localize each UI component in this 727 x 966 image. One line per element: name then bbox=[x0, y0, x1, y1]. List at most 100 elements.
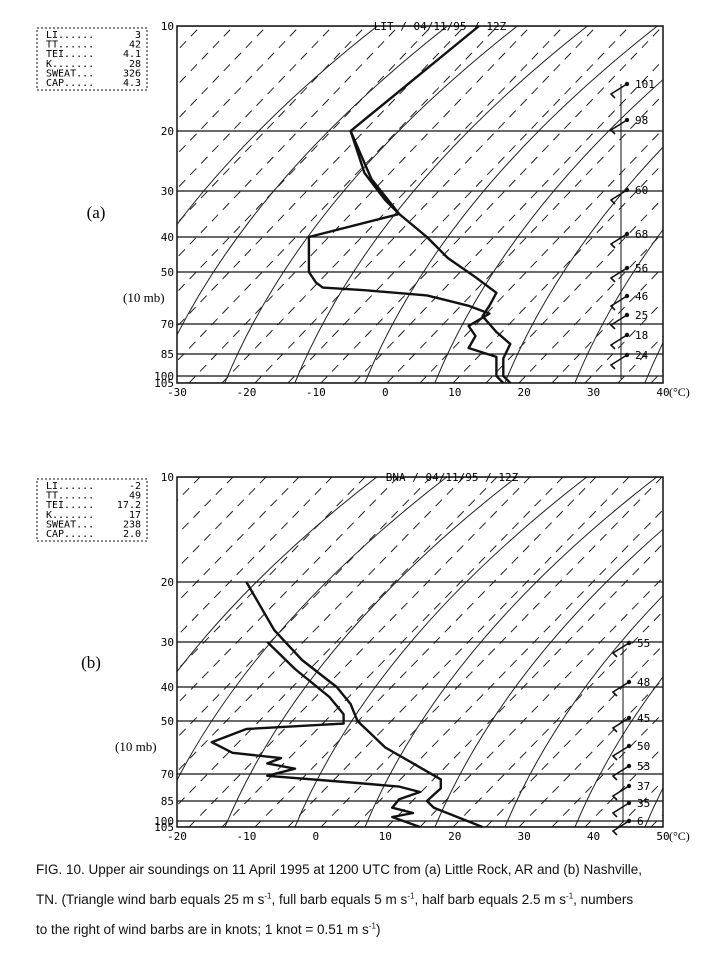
wind-barb-icon bbox=[611, 765, 630, 781]
index-value: 17.2 bbox=[117, 500, 141, 511]
index-value: 42 bbox=[129, 40, 141, 51]
isotherm-line bbox=[177, 477, 267, 570]
isotherm-line bbox=[177, 26, 334, 190]
temperature-tick-label: 20 bbox=[448, 830, 461, 843]
index-name: CAP..... bbox=[46, 529, 94, 540]
dry-adiabat-line bbox=[707, 447, 727, 847]
dry-adiabat-line bbox=[224, 477, 518, 827]
isotherm-line bbox=[287, 26, 631, 383]
temperature-tick-label: 40 bbox=[656, 386, 669, 399]
index-value: 4.1 bbox=[123, 49, 141, 60]
index-value: 238 bbox=[123, 519, 141, 530]
index-value: 4.3 bbox=[123, 78, 141, 89]
wind-speed-label: 98 bbox=[635, 114, 648, 127]
index-value: -2 bbox=[129, 481, 141, 492]
isotherm-line bbox=[717, 437, 727, 827]
stability-index-box bbox=[36, 478, 148, 542]
isotherm-line bbox=[188, 477, 531, 827]
wind-speed-label: 24 bbox=[635, 349, 649, 362]
wind-speed-label: 56 bbox=[635, 262, 648, 275]
wind-barb-icon bbox=[611, 642, 630, 658]
index-name: LI...... bbox=[46, 481, 94, 492]
index-value: 17 bbox=[129, 510, 141, 521]
index-value: 3 bbox=[135, 30, 141, 41]
isotherm-line bbox=[188, 26, 532, 383]
pressure-tick-label: 50 bbox=[161, 266, 174, 279]
temperature-tick-label: 0 bbox=[382, 386, 389, 399]
dry-adiabat-line bbox=[177, 477, 448, 782]
caption-text: to the right of wind barbs are in knots;… bbox=[36, 922, 369, 937]
isotherm-line bbox=[485, 644, 663, 827]
dry-adiabat-line bbox=[294, 26, 589, 383]
isotherm-line bbox=[584, 746, 663, 827]
level-label: (10 mb) bbox=[123, 290, 165, 305]
isotherm-line bbox=[221, 477, 564, 827]
isotherm-line bbox=[177, 26, 400, 259]
dry-adiabat-line bbox=[574, 675, 663, 827]
temperature-profile-line bbox=[245, 581, 483, 829]
wind-speed-label: 25 bbox=[635, 309, 648, 322]
wind-speed-label: 35 bbox=[637, 797, 650, 810]
caption-exp: -1 bbox=[566, 891, 574, 901]
isotherm-line bbox=[254, 26, 598, 383]
plot-area bbox=[0, 437, 727, 847]
index-name: SWEAT... bbox=[46, 68, 94, 79]
pressure-tick-label: 20 bbox=[161, 576, 174, 589]
isotherm-line bbox=[386, 543, 663, 827]
caption-line-2: TN. (Triangle wind barb equals 25 m s-1,… bbox=[36, 885, 716, 915]
temperature-tick-label: 30 bbox=[587, 386, 600, 399]
wind-barb-icon bbox=[609, 295, 628, 311]
wind-speed-label: 6 bbox=[637, 815, 644, 828]
figure-caption: FIG. 10. Upper air soundings on 11 April… bbox=[36, 855, 716, 945]
isotherm-line bbox=[717, 0, 727, 383]
wind-barb-icon bbox=[609, 119, 628, 135]
isotherm-line bbox=[177, 477, 399, 705]
caption-line-3: to the right of wind barbs are in knots;… bbox=[36, 915, 716, 945]
wind-speed-label: 48 bbox=[637, 676, 650, 689]
isotherm-line bbox=[684, 0, 727, 383]
isotherm-line bbox=[684, 437, 727, 827]
index-name: TT...... bbox=[46, 40, 94, 51]
isotherm-line bbox=[177, 477, 366, 671]
temperature-tick-label: -20 bbox=[167, 830, 187, 843]
wind-barb-icon bbox=[609, 267, 628, 283]
wind-barb-icon bbox=[609, 314, 628, 330]
wind-barb-icon bbox=[611, 681, 630, 697]
isotherm-line bbox=[353, 59, 663, 383]
isotherm-line bbox=[353, 509, 663, 827]
dry-adiabat-line bbox=[224, 26, 519, 383]
temperature-tick-label: -10 bbox=[236, 830, 256, 843]
pressure-tick-label: 30 bbox=[161, 636, 174, 649]
isotherm-line bbox=[0, 0, 41, 383]
wind-barb-icon bbox=[611, 820, 630, 836]
wind-speed-label: 55 bbox=[637, 637, 650, 650]
isotherm-line bbox=[0, 437, 8, 827]
panel-label: (a) bbox=[87, 203, 106, 222]
dewpoint-profile-line bbox=[210, 641, 422, 829]
dry-adiabat-line bbox=[434, 79, 663, 383]
temperature-tick-label: -30 bbox=[167, 386, 187, 399]
index-name: TEI..... bbox=[46, 49, 94, 60]
isotherm-line bbox=[254, 477, 597, 827]
x-axis-unit-label: (°C) bbox=[669, 829, 690, 843]
pressure-tick-label: 85 bbox=[161, 348, 174, 361]
index-value: 2.0 bbox=[123, 529, 141, 540]
dewpoint-profile-line bbox=[307, 130, 505, 384]
temperature-tick-label: 40 bbox=[587, 830, 600, 843]
dry-adiabat-line bbox=[707, 0, 727, 403]
dry-adiabat-line bbox=[644, 786, 663, 827]
isotherm-line bbox=[320, 477, 663, 827]
wind-speed-label: 101 bbox=[635, 78, 655, 91]
station-header: LIT / 04/11/95 / 12Z bbox=[374, 20, 507, 33]
caption-text: , numbers bbox=[573, 892, 634, 907]
index-value: 28 bbox=[129, 59, 141, 70]
wind-speed-label: 53 bbox=[637, 760, 650, 773]
isotherm-line bbox=[177, 26, 433, 293]
wind-barb-icon bbox=[611, 745, 630, 761]
pressure-tick-label: 40 bbox=[161, 231, 174, 244]
temperature-tick-label: 10 bbox=[379, 830, 392, 843]
pressure-tick-label: 70 bbox=[161, 768, 174, 781]
index-name: K....... bbox=[46, 59, 94, 70]
